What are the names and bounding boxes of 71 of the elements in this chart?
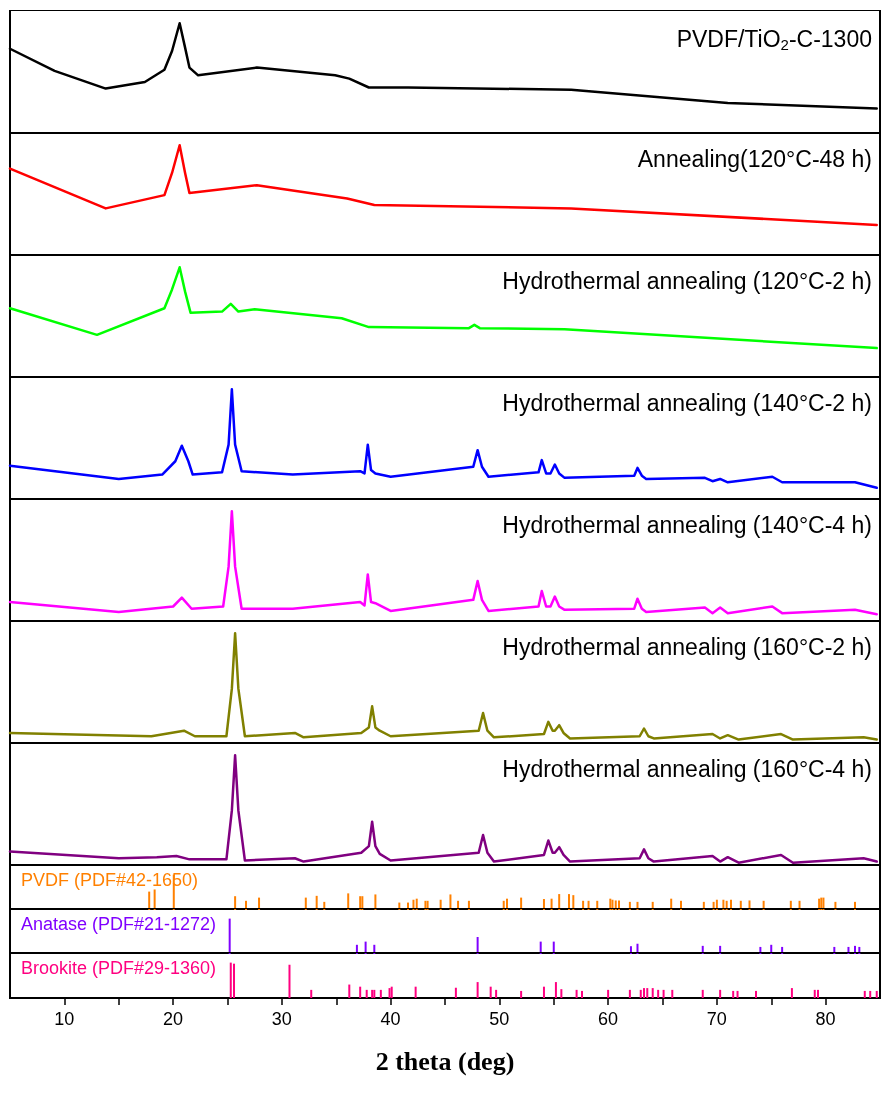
bar — [414, 986, 417, 998]
x-tick-label: 20 — [163, 1009, 184, 1029]
bar — [489, 986, 492, 998]
x-tick-label: 60 — [598, 1009, 619, 1029]
bar — [607, 989, 610, 998]
bar — [572, 895, 575, 910]
bar — [542, 899, 545, 910]
bar — [476, 937, 479, 954]
bar — [639, 989, 642, 998]
bar — [234, 896, 237, 910]
bar — [315, 895, 318, 910]
bar — [148, 891, 151, 910]
bar — [495, 989, 498, 998]
bar — [863, 990, 866, 998]
bar — [719, 989, 722, 998]
x-tick-label: 50 — [489, 1009, 510, 1029]
chart-title: Hydrothermal annealing (120°C-2 h) — [502, 267, 872, 294]
bar — [476, 982, 479, 998]
bar — [567, 894, 570, 910]
x-tick-label: 10 — [54, 1009, 75, 1029]
bar — [554, 982, 557, 998]
chart-title: Hydrothermal annealing (140°C-2 h) — [502, 389, 872, 416]
bar — [228, 918, 231, 954]
bar — [875, 990, 878, 998]
bar — [348, 984, 351, 998]
chart-title: Brookite (PDF#29-1360) — [21, 958, 217, 978]
bar — [520, 990, 523, 998]
bar — [153, 889, 156, 910]
bar — [671, 989, 674, 998]
bar — [581, 990, 584, 998]
bar — [618, 900, 620, 910]
bar — [454, 987, 457, 998]
bar — [657, 989, 660, 998]
bar — [310, 989, 313, 998]
chart-title: Annealing(120°C-48 h) — [637, 145, 872, 172]
x-tick-label: 70 — [706, 1009, 727, 1029]
chart-title: Hydrothermal annealing (160°C-2 h) — [502, 633, 872, 660]
bar — [817, 989, 820, 998]
bar — [869, 990, 872, 998]
bar — [542, 986, 545, 998]
bar — [379, 989, 382, 998]
bar — [732, 990, 735, 998]
bar — [646, 988, 649, 998]
bar — [813, 989, 816, 998]
bar — [229, 962, 232, 998]
bar — [701, 989, 704, 998]
bar — [575, 989, 578, 998]
bar — [651, 988, 654, 998]
bar — [374, 894, 377, 910]
chart-title: Anatase (PDF#21-1272) — [21, 914, 217, 934]
bar — [288, 964, 291, 998]
x-tick-label: 80 — [815, 1009, 836, 1029]
x-tick-label: 40 — [380, 1009, 401, 1029]
bar — [365, 989, 368, 998]
bar — [628, 989, 631, 998]
x-tick-label: 30 — [271, 1009, 292, 1029]
bar — [755, 990, 758, 998]
bar — [233, 963, 236, 998]
bar — [790, 988, 793, 998]
x-axis-title: 2 theta (deg) — [375, 1046, 515, 1076]
bar — [449, 894, 452, 910]
bar — [748, 900, 751, 910]
bar — [736, 990, 739, 998]
bar — [347, 893, 350, 910]
bar — [662, 989, 665, 998]
chart-title: Hydrothermal annealing (160°C-4 h) — [502, 755, 872, 782]
chart-title: Hydrothermal annealing (140°C-4 h) — [502, 511, 872, 538]
bar — [359, 986, 362, 998]
bar — [643, 988, 646, 998]
bar — [558, 894, 561, 910]
bar — [560, 989, 563, 998]
